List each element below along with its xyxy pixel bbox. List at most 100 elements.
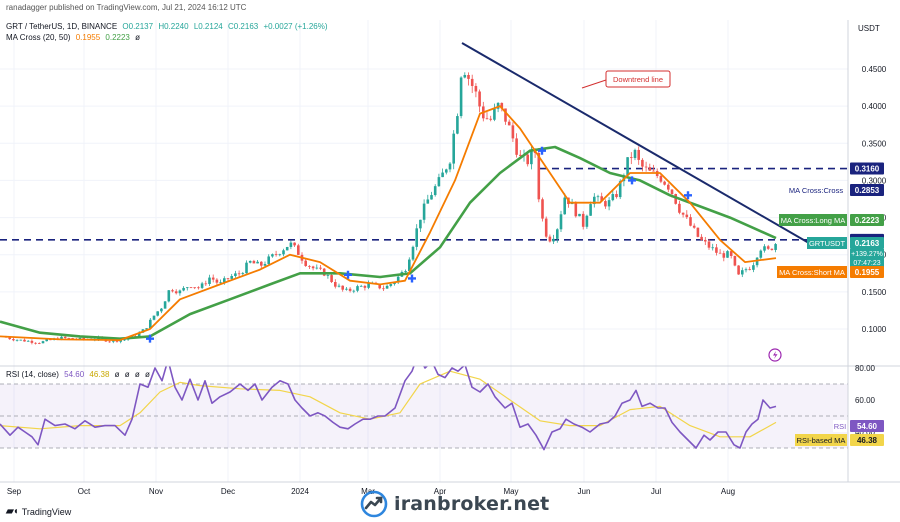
tag-price-label-box [807, 237, 847, 249]
candle-body [722, 253, 726, 258]
tag-long-value: 0.2223 [855, 216, 880, 225]
candle-body [711, 247, 714, 249]
ma-legend-label[interactable]: MA Cross (20, 50) [6, 33, 71, 42]
rsi-legend-label[interactable]: RSI (14, close) [6, 370, 59, 379]
candle-body [707, 241, 711, 248]
candle-body [308, 265, 311, 267]
candle-body [593, 196, 596, 205]
rsi-flag-3: ø [134, 370, 140, 379]
candle-body [445, 169, 448, 173]
candle-body [766, 246, 770, 249]
candle-body [315, 267, 319, 269]
candle-body [752, 265, 755, 270]
candle-body [478, 91, 481, 107]
ohlc-open: O0.2137 [122, 22, 154, 31]
flash-icon[interactable] [768, 348, 782, 362]
candle-body [692, 225, 696, 228]
candle-body [363, 285, 367, 288]
ohlc-low: L0.2124 [193, 22, 223, 31]
tradingview-logo-icon: ▰◖ [6, 506, 19, 517]
symbol-text[interactable]: GRT / TetherUS, 1D, BINANCE [6, 22, 118, 31]
candle-body [67, 337, 71, 339]
tag-rsi-ma-label: RSI-based MA [797, 436, 846, 445]
candle-body [774, 244, 777, 250]
x-tick-label: May [503, 487, 518, 496]
rsi-line [0, 366, 777, 451]
candle-body [174, 291, 178, 294]
candle-body [408, 259, 411, 272]
tag-rsi-box [850, 420, 884, 432]
candle-body [260, 261, 263, 266]
candle-body [493, 108, 496, 120]
candle-body [544, 218, 548, 237]
rsi-legend-value: 54.60 [64, 370, 85, 379]
ohlc-close: C0.2163 [227, 22, 259, 31]
candle-body [311, 266, 315, 269]
candle-body [152, 315, 156, 320]
candle-body [359, 285, 363, 287]
ma-flag: ø [135, 33, 140, 42]
candle-body [770, 248, 774, 250]
candle-body [519, 154, 522, 156]
tag-price-extra: 07:47:23 [853, 260, 880, 267]
candle-body [681, 212, 685, 215]
candle-body [633, 149, 637, 159]
x-tick-label: Aug [721, 487, 735, 496]
candle-body [223, 278, 226, 283]
watermark-text: iranbroker.net [394, 493, 550, 515]
candle-body [149, 319, 152, 329]
candle-body [426, 199, 430, 204]
candle-body [452, 133, 455, 164]
x-tick-label: Nov [149, 487, 163, 496]
candle-body [641, 159, 644, 167]
candle-body [289, 242, 293, 247]
x-tick-label: Sep [7, 487, 22, 496]
tag-price-label: GRTUSDT [809, 239, 846, 248]
candle-body [430, 195, 433, 200]
candle-body [415, 228, 418, 247]
tag-rsi-value: 54.60 [857, 422, 878, 431]
candle-body [437, 177, 441, 187]
candle-body [241, 273, 245, 274]
candle-body [559, 214, 563, 230]
candle-body [700, 236, 703, 240]
cross-marker [538, 146, 546, 155]
candle-body [548, 236, 552, 242]
candle-body [245, 262, 248, 274]
candle-body [626, 157, 629, 176]
candle-body [378, 283, 381, 289]
cross-marker [344, 270, 352, 279]
candle-body [108, 341, 111, 343]
tag-long-label-box [779, 214, 847, 226]
tag-long-label: MA Cross:Long MA [781, 216, 846, 225]
level-tag-value: 0.3160 [855, 165, 880, 174]
candle-body [507, 121, 511, 126]
candle-body [489, 118, 492, 120]
candle-body [285, 246, 289, 251]
candle-body [204, 283, 208, 285]
candle-body [82, 337, 85, 340]
tag-rsi-label-box [833, 420, 847, 432]
candle-body [389, 284, 393, 286]
candle-body [674, 194, 677, 204]
candle-body [574, 202, 578, 217]
candle-body [726, 251, 729, 258]
candle-body [737, 265, 740, 275]
cross-marker [628, 176, 636, 185]
tag-price-box [850, 237, 884, 249]
candle-body [696, 227, 700, 237]
candle-body [515, 138, 518, 155]
candle-body [704, 239, 707, 242]
tag-rsi-label: RSI [834, 422, 847, 431]
tradingview-brand[interactable]: ▰◖ TradingView [6, 506, 71, 517]
candle-body [744, 269, 748, 271]
x-tick-label: Apr [434, 487, 447, 496]
candle-body [511, 125, 515, 139]
candle-body [163, 301, 167, 309]
publisher-line: ranadagger published on TradingView.com,… [6, 3, 249, 13]
candle-body [504, 108, 507, 122]
x-tick-label: Jun [578, 487, 591, 496]
candle-body [274, 254, 278, 256]
